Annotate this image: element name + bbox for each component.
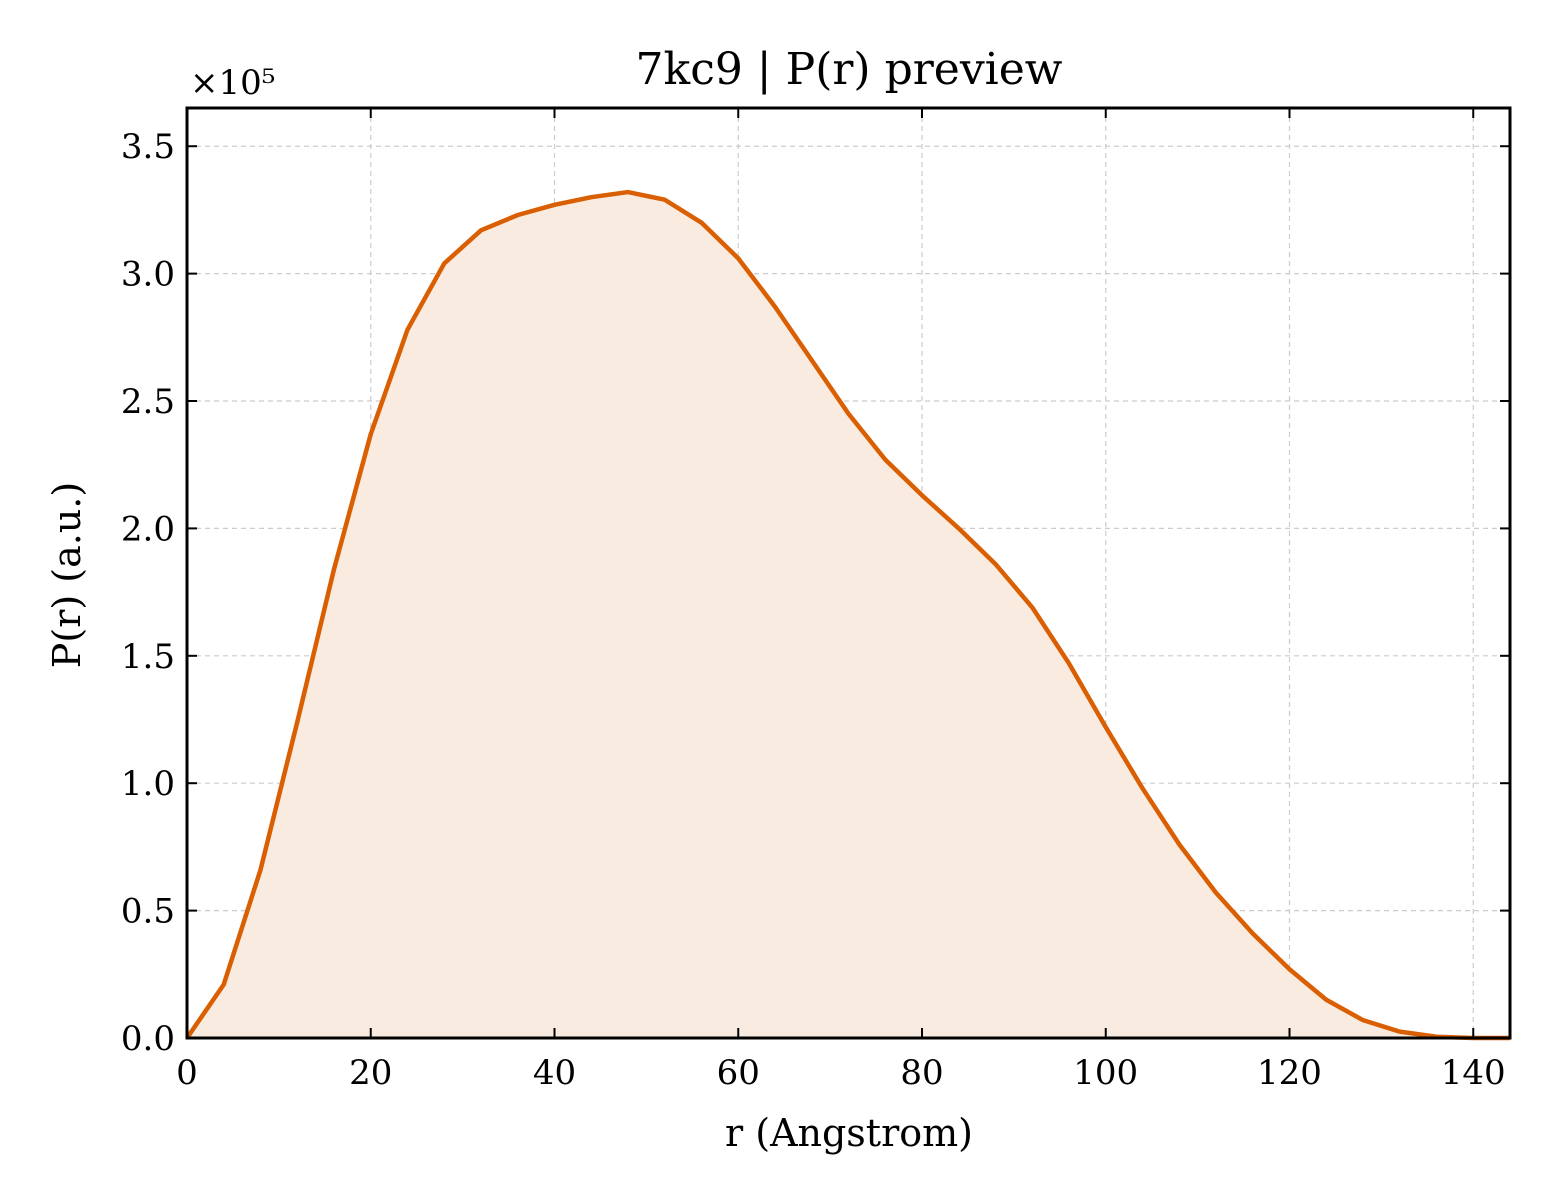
x-tick-label: 0 xyxy=(176,1053,198,1093)
x-tick-label: 140 xyxy=(1441,1053,1506,1093)
x-tick-label: 100 xyxy=(1073,1053,1138,1093)
x-tick-label: 20 xyxy=(349,1053,392,1093)
y-axis-label: P(r) (a.u.) xyxy=(45,482,89,668)
y-tick-label: 2.5 xyxy=(121,382,175,422)
y-tick-label: 3.0 xyxy=(121,255,175,295)
x-tick-label: 40 xyxy=(533,1053,576,1093)
x-tick-label: 60 xyxy=(717,1053,760,1093)
area-fill xyxy=(187,192,1510,1038)
plot-frame xyxy=(185,106,1512,1040)
x-axis-ticks: 0 20 40 60 80 100 120 140 xyxy=(176,108,1506,1093)
x-tick-label: 80 xyxy=(900,1053,943,1093)
y-tick-label: 1.5 xyxy=(121,637,175,677)
y-axis-ticks: 0.0 0.5 1.0 1.5 2.0 2.5 3.0 3.5 xyxy=(121,127,1510,1059)
y-tick-label: 0.0 xyxy=(121,1019,175,1059)
x-axis-label: r (Angstrom) xyxy=(725,1111,973,1155)
y-tick-label: 2.0 xyxy=(121,509,175,549)
y-tick-label: 0.5 xyxy=(121,892,175,932)
y-tick-label: 3.5 xyxy=(121,127,175,167)
chart-title: 7kc9 | P(r) preview xyxy=(636,44,1063,95)
y-axis-offset-label: ×10⁵ xyxy=(190,63,275,103)
y-tick-label: 1.0 xyxy=(121,764,175,804)
x-tick-label: 120 xyxy=(1257,1053,1322,1093)
series-line xyxy=(185,189,1510,1041)
